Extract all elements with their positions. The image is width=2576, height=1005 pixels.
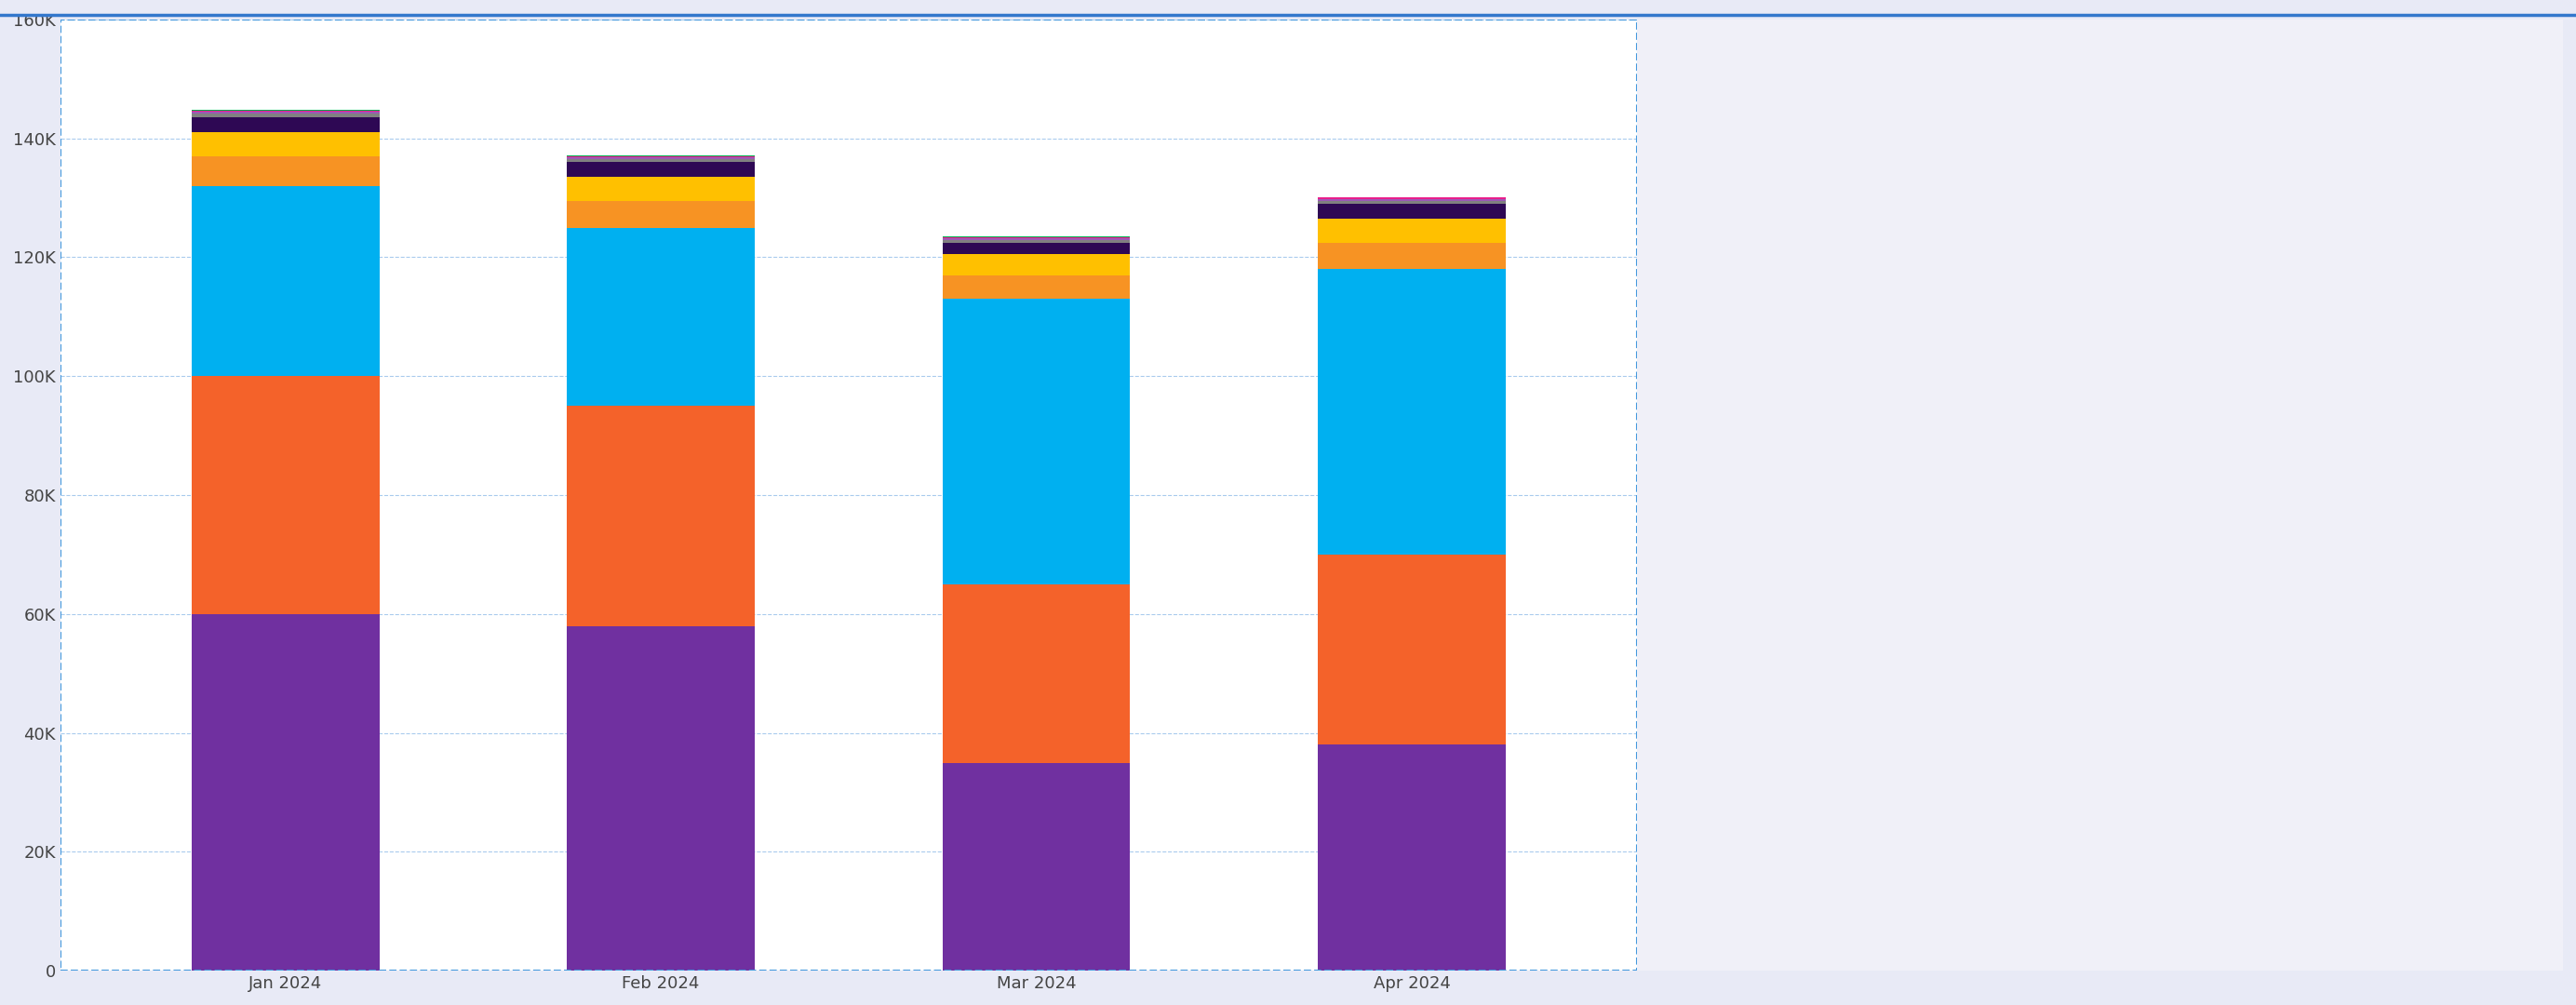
Bar [943, 298, 1131, 584]
Bar [943, 242, 1131, 254]
Bar [191, 114, 379, 118]
Bar [1319, 242, 1504, 269]
Bar [567, 162, 755, 177]
Bar [567, 227, 755, 406]
Bar [943, 584, 1131, 763]
Bar [943, 240, 1131, 242]
Bar [567, 201, 755, 227]
Bar [1319, 199, 1504, 201]
Bar [567, 156, 755, 157]
Bar [191, 133, 379, 156]
Bar [191, 111, 379, 112]
Bar [567, 626, 755, 971]
Bar [943, 254, 1131, 275]
Bar [191, 118, 379, 133]
Bar [191, 376, 379, 614]
Bar [567, 159, 755, 162]
Bar [1319, 745, 1504, 971]
Bar [567, 406, 755, 626]
Bar [1319, 219, 1504, 242]
Bar [1319, 269, 1504, 555]
Legend: video_complete, License payment, video_progress, video_start, Activations, downl: video_complete, License payment, video_p… [1893, 26, 2071, 227]
Bar [59, 19, 1636, 971]
Bar [1319, 198, 1504, 199]
Bar [191, 112, 379, 114]
Bar [1319, 555, 1504, 745]
Bar [191, 614, 379, 971]
Bar [567, 157, 755, 159]
Bar [1319, 201, 1504, 204]
Bar [567, 177, 755, 201]
Bar [943, 763, 1131, 971]
Bar [191, 186, 379, 376]
Bar [191, 156, 379, 186]
Bar [943, 238, 1131, 240]
Bar [943, 275, 1131, 298]
Bar [1319, 204, 1504, 219]
